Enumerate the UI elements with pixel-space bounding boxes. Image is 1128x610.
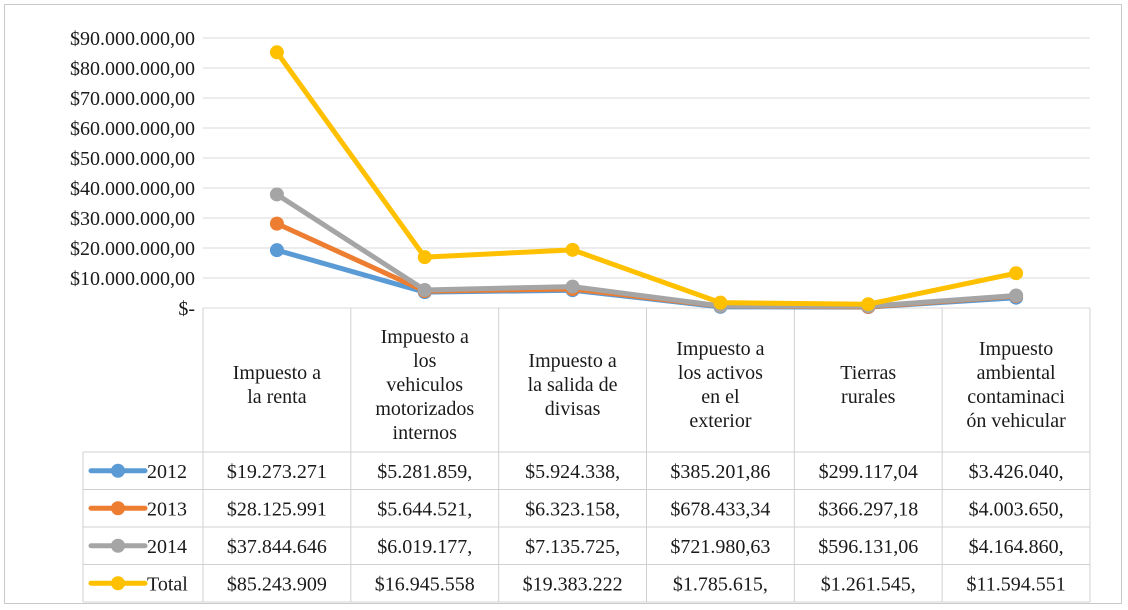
table-cell-value: $678.433,34 bbox=[670, 498, 770, 520]
data-point bbox=[861, 297, 876, 312]
table-cell-value: $3.426.040, bbox=[969, 461, 1064, 483]
table-cell-value: $85.243.909 bbox=[227, 573, 327, 595]
legend-key-marker bbox=[111, 501, 125, 516]
legend-key-marker bbox=[111, 463, 125, 478]
data-table: Impuesto a la renta Impuesto a los vehiculos… bbox=[82, 308, 1091, 603]
y-tick-label: $- bbox=[178, 298, 195, 320]
category-label: Impuesto a la renta bbox=[233, 362, 321, 408]
y-tick-label: $20.000.000,00 bbox=[70, 238, 195, 260]
category-label: Impuesto a la salida de divisas bbox=[528, 350, 618, 420]
data-point bbox=[713, 295, 728, 310]
y-tick-label: $60.000.000,00 bbox=[70, 118, 195, 140]
data-point bbox=[565, 242, 580, 257]
table-cell-value: $4.164.860, bbox=[969, 536, 1064, 558]
category-label: Impuesto ambiental contaminaci ón vehicular bbox=[966, 338, 1066, 432]
table-cell-value: $721.980,63 bbox=[670, 536, 770, 558]
data-point bbox=[269, 216, 284, 231]
table-cell-value: $19.383.222 bbox=[523, 573, 623, 595]
data-point bbox=[417, 282, 432, 297]
category-label: Impuesto a los activos en el exterior bbox=[676, 338, 764, 432]
table-cell-value: $37.844.646 bbox=[227, 536, 327, 558]
series-line bbox=[274, 191, 1019, 309]
data-point bbox=[269, 187, 284, 202]
table-cell-value: $5.281.859, bbox=[377, 461, 472, 483]
table-cell-value: $299.117,04 bbox=[819, 461, 918, 483]
y-axis-tick-labels: $- $10.000.000,00 $20.000.000,00 $30.000.00… bbox=[70, 28, 195, 320]
table-cell-value: $1.785.615, bbox=[673, 573, 768, 595]
table-cell-value: $1.261.545, bbox=[821, 573, 916, 595]
table-cell-value: $6.019.177, bbox=[377, 536, 472, 558]
y-tick-label: $30.000.000,00 bbox=[70, 208, 195, 230]
legend-label: 2014 bbox=[147, 536, 187, 558]
y-tick-label: $90.000.000,00 bbox=[70, 28, 195, 50]
table-cell-value: $6.323.158, bbox=[525, 498, 620, 520]
data-point bbox=[1009, 266, 1024, 281]
data-point bbox=[565, 279, 580, 294]
table-cell-value: $16.945.558 bbox=[375, 573, 475, 595]
chart-frame: $- $10.000.000,00 $20.000.000,00 $30.000.00… bbox=[4, 4, 1122, 604]
table-cell-value: $596.131,06 bbox=[818, 536, 918, 558]
series-line bbox=[274, 49, 1019, 307]
y-tick-label: $80.000.000,00 bbox=[70, 58, 195, 80]
data-point bbox=[269, 45, 284, 60]
y-tick-label: $70.000.000,00 bbox=[70, 88, 195, 110]
y-tick-label: $10.000.000,00 bbox=[70, 268, 195, 290]
table-cell-value: $366.297,18 bbox=[818, 498, 918, 520]
legend-label: 2012 bbox=[147, 461, 187, 483]
table-cell-value: $385.201,86 bbox=[670, 461, 770, 483]
category-label: Impuesto a los vehiculos motorizados interno… bbox=[375, 326, 474, 444]
line-chart: $- $10.000.000,00 $20.000.000,00 $30.000.00… bbox=[70, 28, 1091, 603]
data-point bbox=[417, 250, 432, 265]
table-cell-value: $7.135.725, bbox=[525, 536, 620, 558]
y-tick-label: $50.000.000,00 bbox=[70, 148, 195, 170]
legend-label: Total bbox=[147, 573, 188, 595]
table-cell-value: $5.924.338, bbox=[525, 461, 620, 483]
category-label: Tierras rurales bbox=[840, 362, 896, 408]
legend-key-marker bbox=[111, 576, 125, 591]
table-cell-value: $19.273.271 bbox=[227, 461, 327, 483]
data-point bbox=[1009, 288, 1024, 303]
y-tick-label: $40.000.000,00 bbox=[70, 178, 195, 200]
data-point bbox=[269, 243, 284, 258]
table-cell-value: $28.125.991 bbox=[227, 498, 327, 520]
table-cell-value: $4.003.650, bbox=[969, 498, 1064, 520]
legend-key-marker bbox=[111, 538, 125, 553]
legend-label: 2013 bbox=[147, 498, 187, 520]
table-cell-value: $5.644.521, bbox=[377, 498, 472, 520]
series-lines bbox=[269, 45, 1024, 315]
table-cell-value: $11.594.551 bbox=[966, 573, 1065, 595]
